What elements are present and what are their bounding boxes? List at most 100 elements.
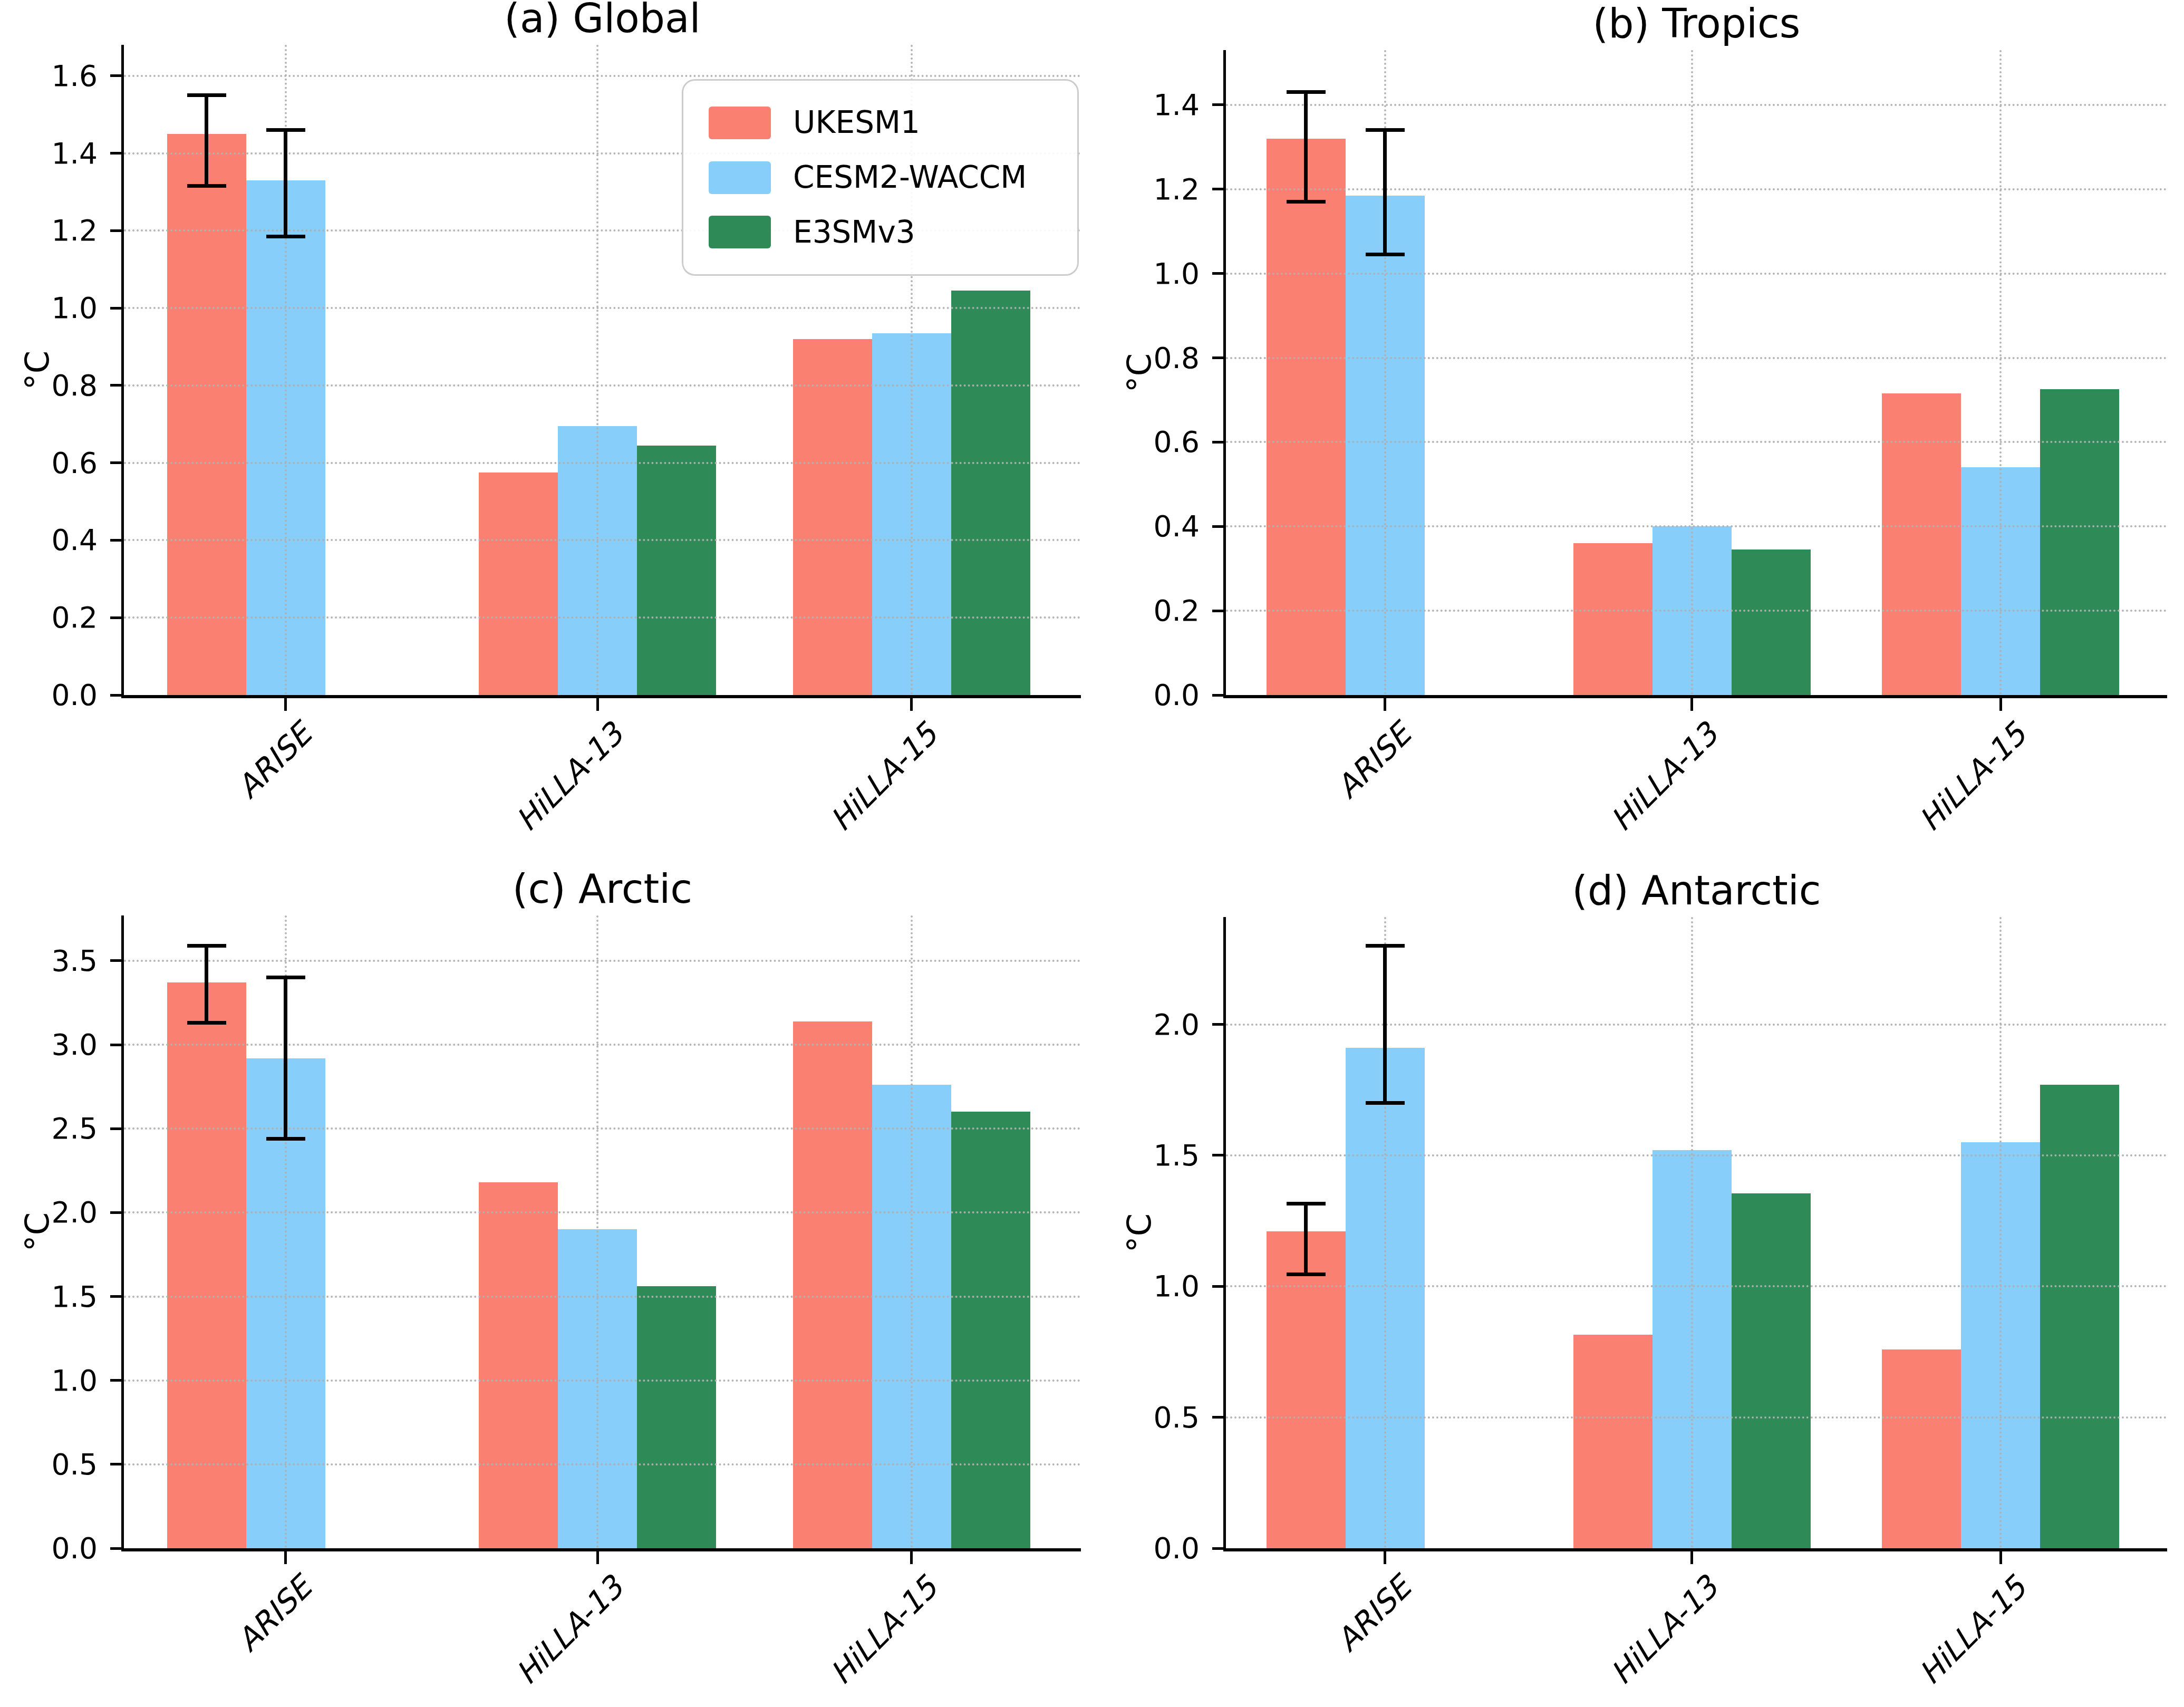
error-bar-cap-top bbox=[1287, 90, 1326, 94]
x-tick-mark bbox=[1999, 698, 2002, 711]
legend-label-ukesm1: UKESM1 bbox=[793, 106, 920, 140]
x-tick-mark bbox=[1384, 698, 1386, 711]
x-tick-label: HiLLA-15 bbox=[1914, 718, 2032, 836]
gridline-horizontal bbox=[124, 1127, 1081, 1130]
y-tick-label: 1.0 bbox=[0, 291, 98, 325]
x-tick-label: ARISE bbox=[1331, 718, 1416, 804]
y-tick-label: 1.2 bbox=[0, 214, 98, 247]
x-tick-label: ARISE bbox=[231, 718, 317, 804]
x-tick-mark bbox=[910, 1551, 913, 1564]
gridline-horizontal bbox=[124, 1463, 1081, 1465]
gridline-horizontal bbox=[124, 960, 1081, 962]
error-bar-cap-bottom bbox=[1366, 253, 1405, 256]
gridline-horizontal bbox=[124, 616, 1081, 619]
x-tick-mark bbox=[284, 698, 287, 711]
legend-label-cesm2-waccm: CESM2-WACCM bbox=[793, 161, 1027, 195]
y-tick-label: 1.4 bbox=[0, 137, 98, 170]
panel-a-title: (a) Global bbox=[124, 0, 1081, 42]
error-bar-cap-bottom bbox=[266, 1137, 305, 1141]
legend-item-ukesm1: UKESM1 bbox=[709, 106, 1052, 140]
legend-label-e3smv3: E3SMv3 bbox=[793, 216, 915, 249]
y-tick-label: 0.5 bbox=[1036, 1401, 1200, 1434]
x-tick-label: HiLLA-13 bbox=[1605, 1571, 1723, 1690]
gridline-horizontal bbox=[1226, 441, 2167, 443]
error-bar-cap-bottom bbox=[187, 1021, 226, 1025]
y-tick-label: 1.0 bbox=[0, 1364, 98, 1397]
x-axis-spine bbox=[121, 695, 1081, 698]
bar-ukesm1-hilla-13 bbox=[1573, 543, 1653, 695]
legend-swatch-cesm2-waccm bbox=[709, 161, 771, 194]
bar-e3smv3-hilla-13 bbox=[1732, 1193, 1811, 1548]
x-tick-label: ARISE bbox=[231, 1571, 317, 1657]
gridline-horizontal bbox=[1226, 104, 2167, 106]
gridline-horizontal bbox=[124, 75, 1081, 77]
y-axis-spine bbox=[121, 915, 124, 1551]
y-tick-label: 1.6 bbox=[0, 59, 98, 93]
error-bar-cap-top bbox=[1287, 1202, 1326, 1205]
x-tick-label: ARISE bbox=[1331, 1571, 1416, 1657]
error-bar-cap-top bbox=[266, 128, 305, 132]
y-tick-label: 1.5 bbox=[1036, 1139, 1200, 1172]
gridline-horizontal bbox=[1226, 1285, 2167, 1287]
y-tick-label: 0.2 bbox=[1036, 594, 1200, 628]
y-tick-label: 0.8 bbox=[0, 369, 98, 402]
y-tick-label: 0.6 bbox=[1036, 425, 1200, 459]
gridline-vertical bbox=[1999, 917, 2002, 1548]
gridline-horizontal bbox=[124, 539, 1081, 541]
x-tick-label: HiLLA-13 bbox=[1605, 718, 1723, 836]
error-bar-line bbox=[205, 95, 208, 186]
legend-swatch-e3smv3 bbox=[709, 216, 771, 248]
y-axis-spine bbox=[121, 45, 124, 698]
x-tick-label: HiLLA-13 bbox=[510, 718, 629, 836]
y-tick-label: 0.5 bbox=[0, 1448, 98, 1481]
panel-d-title: (d) Antarctic bbox=[1226, 867, 2167, 914]
bar-ukesm1-arise bbox=[167, 134, 246, 695]
bar-ukesm1-hilla-15 bbox=[793, 1021, 872, 1548]
x-tick-mark bbox=[284, 1551, 287, 1564]
gridline-horizontal bbox=[124, 384, 1081, 387]
x-tick-mark bbox=[596, 1551, 599, 1564]
bar-ukesm1-hilla-13 bbox=[1573, 1335, 1653, 1548]
gridline-vertical bbox=[1691, 917, 1693, 1548]
y-axis-spine bbox=[1223, 917, 1226, 1551]
error-bar-line bbox=[205, 946, 208, 1023]
y-tick-label: 2.0 bbox=[1036, 1008, 1200, 1041]
x-tick-mark bbox=[1999, 1551, 2002, 1564]
gridline-horizontal bbox=[1226, 525, 2167, 527]
gridline-horizontal bbox=[124, 462, 1081, 464]
bar-ukesm1-hilla-15 bbox=[793, 339, 872, 695]
error-bar-cap-top bbox=[1366, 944, 1405, 948]
gridline-vertical bbox=[911, 915, 913, 1548]
error-bar-line bbox=[1304, 92, 1308, 202]
gridline-vertical bbox=[596, 915, 598, 1548]
y-tick-label: 0.8 bbox=[1036, 341, 1200, 375]
x-axis-spine bbox=[121, 1548, 1081, 1551]
y-tick-label: 0.2 bbox=[0, 601, 98, 634]
y-axis-spine bbox=[1223, 50, 1226, 698]
error-bar-cap-top bbox=[1366, 128, 1405, 132]
y-tick-label: 1.5 bbox=[0, 1280, 98, 1314]
gridline-horizontal bbox=[124, 307, 1081, 309]
y-tick-label: 0.0 bbox=[0, 678, 98, 712]
x-tick-label: HiLLA-15 bbox=[825, 718, 943, 836]
bar-ukesm1-arise bbox=[1267, 1231, 1346, 1548]
y-tick-label: 2.5 bbox=[0, 1112, 98, 1145]
x-tick-mark bbox=[1690, 698, 1693, 711]
gridline-horizontal bbox=[124, 1296, 1081, 1298]
legend-swatch-ukesm1 bbox=[709, 107, 771, 139]
gridline-horizontal bbox=[1226, 273, 2167, 275]
gridline-horizontal bbox=[1226, 357, 2167, 359]
bar-e3smv3-hilla-13 bbox=[637, 446, 716, 695]
y-tick-label: 0.4 bbox=[0, 523, 98, 557]
error-bar-cap-bottom bbox=[1366, 1101, 1405, 1105]
gridline-horizontal bbox=[124, 1380, 1081, 1382]
y-tick-label: 0.0 bbox=[0, 1531, 98, 1565]
error-bar-line bbox=[1304, 1204, 1308, 1275]
panel-c-title: (c) Arctic bbox=[124, 865, 1081, 913]
x-tick-mark bbox=[1384, 1551, 1386, 1564]
error-bar-line bbox=[284, 978, 287, 1139]
legend-item-e3smv3: E3SMv3 bbox=[709, 216, 1052, 249]
bar-ukesm1-hilla-13 bbox=[479, 472, 558, 695]
gridline-horizontal bbox=[124, 1044, 1081, 1046]
gridline-vertical bbox=[596, 45, 598, 695]
